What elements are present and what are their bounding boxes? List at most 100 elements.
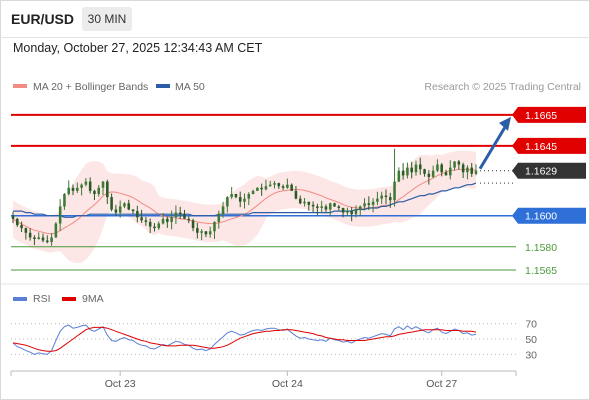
candle <box>449 160 452 180</box>
candle <box>106 179 109 204</box>
candle <box>76 182 79 194</box>
candle-body <box>418 164 422 170</box>
candle-body <box>406 167 409 176</box>
candle <box>436 159 439 173</box>
candle <box>423 168 426 177</box>
candle-body <box>298 198 302 204</box>
candle-body <box>226 197 229 207</box>
candle-body <box>303 201 306 204</box>
candle-body <box>110 197 113 210</box>
candle <box>281 184 285 191</box>
candle-body <box>76 187 79 191</box>
candle <box>354 205 358 218</box>
symbol-label: EUR/USD <box>11 11 75 27</box>
candle-body <box>286 184 289 188</box>
candle-body <box>11 215 15 219</box>
candle-body <box>260 187 263 190</box>
candle-body <box>118 206 122 213</box>
candle <box>101 180 105 195</box>
candle-body <box>33 237 36 239</box>
candle-body <box>208 231 212 235</box>
candle-body <box>20 225 23 229</box>
candle <box>41 233 45 243</box>
candle-body <box>277 183 281 187</box>
candle <box>303 198 306 207</box>
candle-body <box>358 206 362 210</box>
candle <box>157 221 161 230</box>
candle-body <box>401 170 405 176</box>
candle-body <box>474 170 478 174</box>
ma50-legend-label: MA 50 <box>175 81 205 93</box>
projection-arrow-layer <box>478 116 511 170</box>
ma20-legend-swatch <box>13 84 27 88</box>
candle <box>290 183 293 191</box>
candle <box>418 157 422 175</box>
candle <box>461 162 465 179</box>
candle-body <box>316 206 319 208</box>
candle-body <box>440 164 443 173</box>
candle-body <box>161 218 165 224</box>
candle-body <box>157 223 161 229</box>
level-label-1.1565: 1.1565 <box>525 265 557 277</box>
candle <box>200 229 203 241</box>
candle <box>187 216 191 224</box>
candle <box>273 180 276 189</box>
candle <box>371 198 375 213</box>
candle-body <box>350 211 353 215</box>
candle-body <box>127 203 131 210</box>
candle <box>466 165 469 180</box>
candle <box>196 222 199 239</box>
candle <box>191 218 195 232</box>
candle <box>346 207 349 216</box>
candle-body <box>123 203 126 207</box>
candle-body <box>337 206 341 208</box>
rsi-legend-label: RSI <box>33 293 51 305</box>
candle-body <box>144 220 148 222</box>
candle-body <box>170 217 173 222</box>
candle <box>384 189 388 205</box>
candle <box>320 200 323 213</box>
timeframe-button[interactable]: 30 MIN <box>82 7 132 31</box>
candle-body <box>204 231 208 235</box>
candle <box>88 177 92 194</box>
candle <box>388 192 392 208</box>
candle-body <box>247 194 251 199</box>
rsi-tick-30: 30 <box>525 349 537 361</box>
candle-body <box>264 186 268 190</box>
candle-body <box>174 212 178 218</box>
candle <box>341 207 345 218</box>
level-lines-layer <box>11 113 516 271</box>
candle <box>16 217 19 227</box>
rsi-tick-50: 50 <box>525 334 537 346</box>
candle <box>37 232 40 240</box>
candle <box>20 221 23 233</box>
candle <box>174 205 178 224</box>
candle <box>358 205 362 217</box>
candle-body <box>410 167 413 173</box>
candle-body <box>324 206 328 210</box>
candle <box>84 178 88 187</box>
candle <box>204 231 208 238</box>
candle <box>324 204 328 213</box>
level-label-1.1645-tag <box>512 137 586 154</box>
candle-body <box>461 164 465 173</box>
candle <box>63 193 66 210</box>
level-label-1.1600-tag <box>512 207 586 224</box>
candle <box>397 167 401 183</box>
candle <box>208 226 212 238</box>
candle-body <box>16 218 19 226</box>
candle <box>333 202 336 207</box>
candle <box>337 204 341 211</box>
candle-body <box>187 218 191 221</box>
candle <box>298 195 302 205</box>
candle <box>153 223 156 232</box>
candle-body <box>131 209 135 212</box>
candle-body <box>97 187 101 194</box>
candle-body <box>166 218 169 222</box>
ma9-legend-swatch <box>62 297 76 301</box>
candle-body <box>470 167 473 174</box>
candle <box>453 161 456 171</box>
candle-body <box>307 201 311 205</box>
candle-body <box>50 237 53 243</box>
candle <box>58 199 62 232</box>
